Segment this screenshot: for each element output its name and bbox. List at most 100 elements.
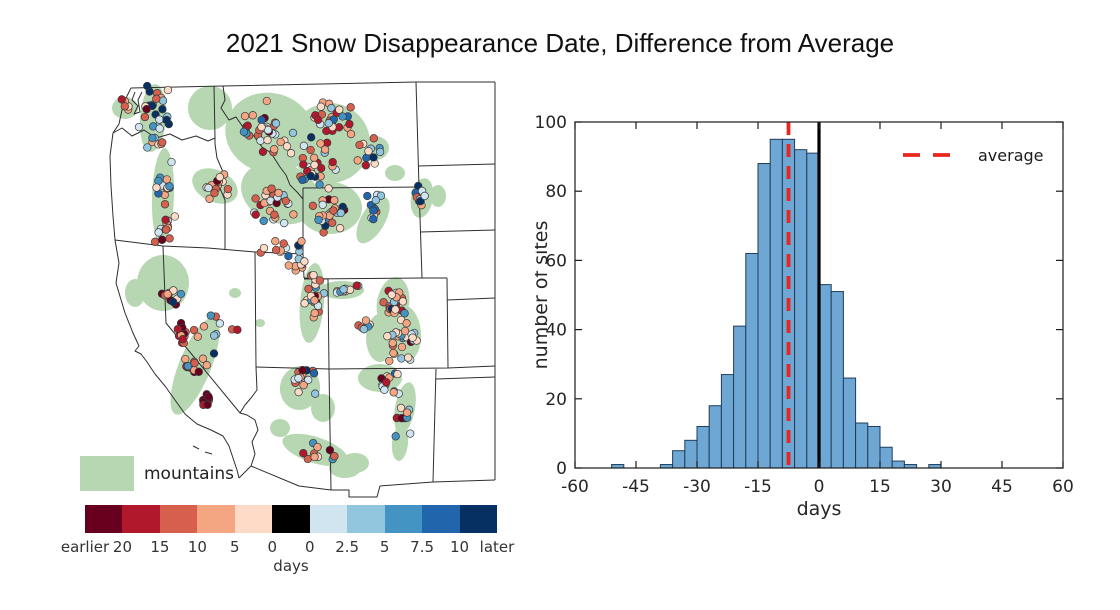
histogram-bar [720,374,735,469]
map-dot [117,95,126,104]
map-dot [263,135,272,145]
colorbar-segment [384,505,423,533]
colorbar-tick-label: 15 [150,538,170,556]
state-border [446,297,496,301]
map-dot [389,388,398,397]
state-borders-layer [109,81,496,498]
map-dot [270,145,279,154]
map-dot [359,325,369,334]
y-tick-label: 40 [545,321,567,341]
y-tick-label: 0 [556,459,567,479]
map-dot [327,104,336,113]
colorbar-tick-label: 2.5 [335,538,360,556]
map-dot [169,297,178,307]
x-tick-label: -15 [744,477,772,497]
map-dot [388,338,397,348]
x-tick-label: -45 [622,477,650,497]
map-dot [397,354,406,363]
map-dot [202,361,211,370]
histogram-bar [708,405,722,469]
histogram-panel: -60 -45 -30 -15 0 15 30 45 60 0 20 40 60 80 100 days num… [530,100,1105,530]
map-dot [310,308,319,318]
map-dot [355,140,364,150]
histogram-bar [757,163,771,469]
map-dot [383,332,392,341]
map-dot [294,374,303,383]
map-dot [120,102,129,111]
mountains-legend-label: mountains [144,463,234,484]
map-dot [209,349,219,358]
map-dot [233,325,242,334]
colorbar-segment [347,505,385,533]
map-dot [280,218,289,228]
map-dot [158,105,167,114]
histogram-bar [696,425,710,469]
histogram-bar [879,446,893,469]
map-dot [406,429,415,438]
map-dot [165,234,174,243]
map-dot [282,142,292,151]
colorbar-wrap: earlier 20 15 10 5 0 0 2.5 5 7.5 10 later days [61,505,514,575]
map-dot [402,408,412,417]
map-dot [257,115,266,125]
histogram-bar [806,152,820,469]
map-dot [324,119,333,128]
map-dot [371,196,380,205]
map-dot [299,160,308,169]
map-dot [165,182,174,191]
histogram-bar [733,325,747,469]
colorbar-tick-label: 10 [449,538,470,556]
map-dot [152,94,161,103]
mountain-region [329,458,361,478]
map-dot [289,210,298,219]
x-tick-label: 30 [930,477,952,497]
map-dot [361,161,371,170]
map-dot [276,137,285,147]
colorbar [85,505,497,533]
histogram-svg: -60 -45 -30 -15 0 15 30 45 60 0 20 40 60 80 100 days num… [530,113,1074,520]
map-dot [210,331,219,340]
map-dot [204,183,213,193]
map-dot [215,172,224,182]
state-border [331,479,496,498]
y-tick-label: 20 [545,390,567,410]
map-dot [335,105,344,114]
map-dot [320,145,330,154]
map-dot [267,184,276,193]
y-tick-label: 60 [545,251,567,271]
map-dot [324,184,333,193]
map-dot [274,188,283,198]
map-dot [346,103,355,112]
map-dot [315,180,324,189]
colorbar-segment [459,505,497,533]
map-dot [161,215,170,224]
map-dot [311,389,320,398]
map-dot [317,164,326,173]
colorbar-segment [122,505,160,533]
map-dot [152,183,161,192]
map-dot [204,392,213,401]
map-dot [223,184,233,194]
map-dot [154,228,163,237]
map-dot [163,85,173,95]
histogram-bar [794,149,808,469]
map-dot [181,354,190,364]
histogram-bar [745,252,759,469]
map-dot [404,353,413,362]
histogram-bar [891,460,905,469]
histogram-bar [830,291,844,469]
colorbar-tick-label: earlier [60,538,110,556]
map-dot [271,237,280,246]
map-dot [313,115,323,124]
state-border [250,465,332,491]
map-dot [322,126,331,136]
map-dot [316,102,326,111]
map-dot [329,206,338,215]
state-border [419,229,496,233]
map-dot [310,160,319,170]
state-border [239,412,259,467]
histogram-bar [818,284,832,469]
map-dot [173,325,182,334]
map-dot [393,369,402,379]
colorbar-tick-label: 0 [304,538,315,556]
